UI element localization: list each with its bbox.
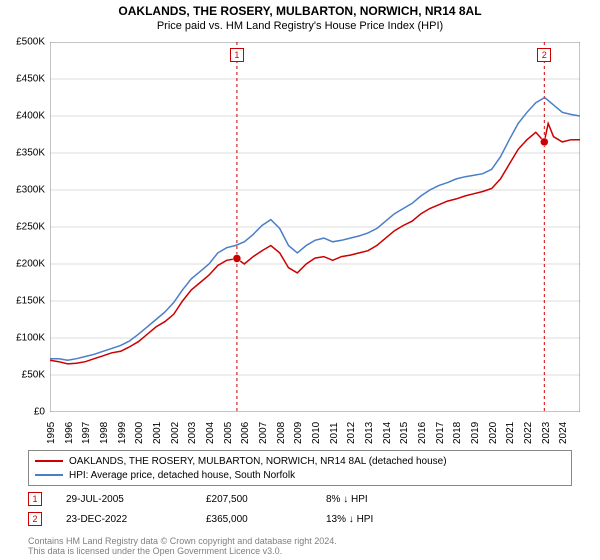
x-tick-label: 2001 [152,422,163,444]
chart-svg [50,42,580,412]
x-tick-label: 2011 [329,422,340,444]
event-marker-box: 1 [230,48,244,62]
sale-hpi-1: 8% ↓ HPI [326,494,446,505]
x-tick-label: 1997 [81,422,92,444]
sale-date-1: 29-JUL-2005 [66,494,206,505]
y-tick-label: £100K [16,333,45,344]
x-tick-label: 2018 [452,422,463,444]
x-tick-label: 2003 [187,422,198,444]
y-tick-label: £300K [16,185,45,196]
attribution-line1: Contains HM Land Registry data © Crown c… [28,536,337,546]
x-tick-label: 2023 [541,422,552,444]
attribution: Contains HM Land Registry data © Crown c… [28,536,337,557]
sale-date-2: 23-DEC-2022 [66,514,206,525]
y-tick-label: £450K [16,74,45,85]
x-tick-label: 2009 [293,422,304,444]
x-tick-label: 2005 [223,422,234,444]
x-tick-label: 2010 [311,422,322,444]
x-tick-label: 2013 [364,422,375,444]
y-tick-label: £150K [16,296,45,307]
sale-row-1: 1 29-JUL-2005 £207,500 8% ↓ HPI [28,492,572,506]
x-tick-label: 1998 [99,422,110,444]
legend-swatch-hpi [35,474,63,476]
sale-hpi-2: 13% ↓ HPI [326,514,446,525]
x-tick-label: 2016 [417,422,428,444]
y-tick-label: £250K [16,222,45,233]
x-tick-label: 1996 [64,422,75,444]
legend-row-subject: OAKLANDS, THE ROSERY, MULBARTON, NORWICH… [35,454,565,468]
y-tick-label: £200K [16,259,45,270]
legend-swatch-subject [35,460,63,462]
event-marker-box: 2 [537,48,551,62]
sale-row-2: 2 23-DEC-2022 £365,000 13% ↓ HPI [28,512,572,526]
legend-label-subject: OAKLANDS, THE ROSERY, MULBARTON, NORWICH… [69,456,447,467]
sale-marker-2: 2 [28,512,42,526]
x-tick-label: 2002 [170,422,181,444]
x-tick-label: 2000 [134,422,145,444]
legend-label-hpi: HPI: Average price, detached house, Sout… [69,470,295,481]
sale-marker-1: 1 [28,492,42,506]
x-tick-label: 2022 [523,422,534,444]
sale-price-2: £365,000 [206,514,326,525]
x-tick-label: 2008 [276,422,287,444]
x-tick-label: 2007 [258,422,269,444]
x-tick-label: 2019 [470,422,481,444]
x-tick-label: 2012 [346,422,357,444]
x-tick-label: 2006 [240,422,251,444]
title-block: OAKLANDS, THE ROSERY, MULBARTON, NORWICH… [0,0,600,32]
y-tick-label: £350K [16,148,45,159]
y-tick-label: £400K [16,111,45,122]
x-tick-label: 2017 [435,422,446,444]
sale-price-1: £207,500 [206,494,326,505]
y-tick-label: £50K [22,370,45,381]
x-tick-label: 2015 [399,422,410,444]
y-tick-label: £0 [34,407,45,418]
title-main: OAKLANDS, THE ROSERY, MULBARTON, NORWICH… [0,4,600,18]
attribution-line2: This data is licensed under the Open Gov… [28,546,337,556]
x-tick-label: 2024 [558,422,569,444]
x-tick-label: 2021 [505,422,516,444]
y-tick-label: £500K [16,37,45,48]
x-tick-label: 1995 [46,422,57,444]
x-tick-label: 2014 [382,422,393,444]
title-sub: Price paid vs. HM Land Registry's House … [0,20,600,32]
legend-box: OAKLANDS, THE ROSERY, MULBARTON, NORWICH… [28,450,572,486]
legend-row-hpi: HPI: Average price, detached house, Sout… [35,468,565,482]
x-tick-label: 1999 [117,422,128,444]
x-tick-label: 2004 [205,422,216,444]
plot-area [50,42,580,412]
chart-container: OAKLANDS, THE ROSERY, MULBARTON, NORWICH… [0,0,600,560]
x-tick-label: 2020 [488,422,499,444]
